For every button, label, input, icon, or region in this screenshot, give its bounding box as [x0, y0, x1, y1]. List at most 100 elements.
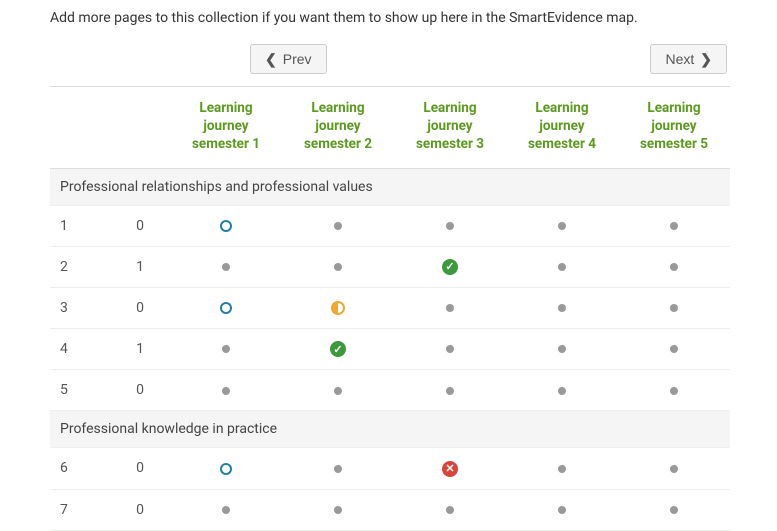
status-cell[interactable] [506, 448, 618, 489]
row-id: 5 [50, 370, 110, 411]
section-header-row: Professional knowledge in practice [50, 411, 730, 448]
status-cell[interactable]: ✓ [282, 328, 394, 369]
status-cell[interactable] [618, 287, 730, 328]
chevron-right-icon: ❯ [700, 52, 712, 66]
status-none-icon[interactable] [334, 263, 342, 271]
status-cell[interactable] [282, 205, 394, 246]
status-partial-icon[interactable] [331, 301, 345, 315]
next-label: Next [665, 51, 694, 67]
status-none-icon[interactable] [446, 345, 454, 353]
prev-button[interactable]: ❮ Prev [250, 44, 327, 74]
status-cell[interactable] [170, 287, 282, 328]
status-cell[interactable] [506, 328, 618, 369]
status-cell[interactable] [170, 370, 282, 411]
row-id: 1 [50, 205, 110, 246]
status-cell[interactable] [394, 370, 506, 411]
status-none-icon[interactable] [558, 263, 566, 271]
status-cell[interactable] [618, 489, 730, 530]
table-header-row: Learning journey semester 1 Learning jou… [50, 87, 730, 169]
status-cell[interactable] [170, 489, 282, 530]
status-none-icon[interactable] [670, 506, 678, 514]
status-none-icon[interactable] [446, 506, 454, 514]
column-header-sem1[interactable]: Learning journey semester 1 [170, 87, 282, 169]
status-cell[interactable] [282, 246, 394, 287]
status-cell[interactable] [394, 205, 506, 246]
status-cell[interactable] [170, 448, 282, 489]
status-failed-icon[interactable]: ✕ [442, 461, 458, 477]
status-complete-icon[interactable]: ✓ [330, 341, 346, 357]
status-cell[interactable]: ✕ [394, 448, 506, 489]
status-none-icon[interactable] [446, 304, 454, 312]
status-cell[interactable] [394, 328, 506, 369]
row-id: 3 [50, 287, 110, 328]
status-none-icon[interactable] [670, 222, 678, 230]
status-none-icon[interactable] [334, 465, 342, 473]
status-none-icon[interactable] [670, 465, 678, 473]
table-row: 41✓ [50, 328, 730, 369]
intro-text: Add more pages to this collection if you… [50, 10, 727, 26]
status-none-icon[interactable] [222, 345, 230, 353]
status-none-icon[interactable] [670, 345, 678, 353]
column-header-sem3[interactable]: Learning journey semester 3 [394, 87, 506, 169]
status-cell[interactable] [282, 448, 394, 489]
row-count: 0 [110, 489, 170, 530]
status-none-icon[interactable] [446, 387, 454, 395]
status-cell[interactable] [506, 287, 618, 328]
status-none-icon[interactable] [558, 465, 566, 473]
status-cell[interactable] [618, 328, 730, 369]
header-blank-1 [50, 87, 110, 169]
status-none-icon[interactable] [446, 222, 454, 230]
table-row: 30 [50, 287, 730, 328]
status-cell[interactable] [506, 205, 618, 246]
table-row: 10 [50, 205, 730, 246]
status-open-icon[interactable] [220, 463, 232, 475]
column-header-sem2[interactable]: Learning journey semester 2 [282, 87, 394, 169]
status-cell[interactable]: ✓ [394, 246, 506, 287]
column-header-sem4[interactable]: Learning journey semester 4 [506, 87, 618, 169]
next-button[interactable]: Next ❯ [650, 44, 727, 74]
status-open-icon[interactable] [220, 302, 232, 314]
status-none-icon[interactable] [334, 222, 342, 230]
status-none-icon[interactable] [558, 304, 566, 312]
prev-label: Prev [283, 51, 312, 67]
status-complete-icon[interactable]: ✓ [442, 259, 458, 275]
row-count: 0 [110, 205, 170, 246]
status-none-icon[interactable] [222, 387, 230, 395]
status-cell[interactable] [282, 489, 394, 530]
status-cell[interactable] [170, 246, 282, 287]
status-none-icon[interactable] [222, 263, 230, 271]
evidence-table: Learning journey semester 1 Learning jou… [50, 86, 730, 531]
status-cell[interactable] [506, 370, 618, 411]
status-none-icon[interactable] [670, 387, 678, 395]
status-cell[interactable] [394, 489, 506, 530]
status-cell[interactable] [618, 205, 730, 246]
status-cell[interactable] [282, 370, 394, 411]
status-cell[interactable] [618, 246, 730, 287]
status-cell[interactable] [170, 328, 282, 369]
section-title: Professional knowledge in practice [50, 411, 730, 448]
status-none-icon[interactable] [670, 263, 678, 271]
status-cell[interactable] [506, 489, 618, 530]
table-row: 60✕ [50, 448, 730, 489]
table-row: 50 [50, 370, 730, 411]
status-cell[interactable] [394, 287, 506, 328]
status-none-icon[interactable] [558, 345, 566, 353]
status-none-icon[interactable] [334, 387, 342, 395]
row-id: 6 [50, 448, 110, 489]
status-none-icon[interactable] [222, 506, 230, 514]
status-none-icon[interactable] [558, 222, 566, 230]
status-none-icon[interactable] [558, 506, 566, 514]
status-cell[interactable] [282, 287, 394, 328]
section-title: Professional relationships and professio… [50, 168, 730, 205]
status-cell[interactable] [506, 246, 618, 287]
status-none-icon[interactable] [558, 387, 566, 395]
status-open-icon[interactable] [220, 220, 232, 232]
section-header-row: Professional relationships and professio… [50, 168, 730, 205]
status-cell[interactable] [618, 370, 730, 411]
row-id: 7 [50, 489, 110, 530]
status-cell[interactable] [618, 448, 730, 489]
column-header-sem5[interactable]: Learning journey semester 5 [618, 87, 730, 169]
status-none-icon[interactable] [670, 304, 678, 312]
status-cell[interactable] [170, 205, 282, 246]
status-none-icon[interactable] [334, 506, 342, 514]
